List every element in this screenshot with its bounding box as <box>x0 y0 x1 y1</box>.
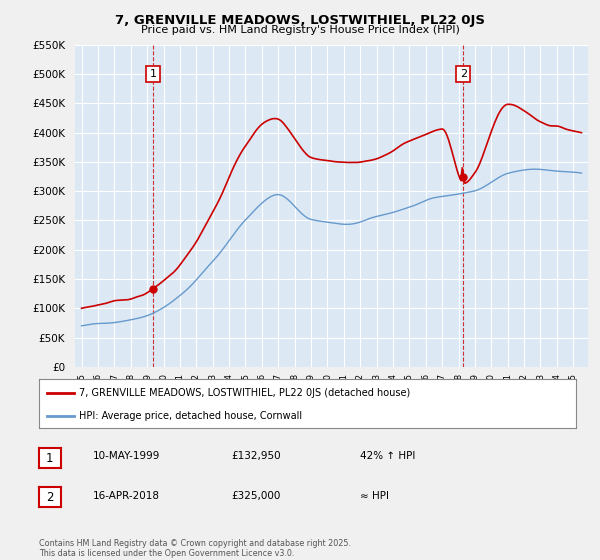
Text: HPI: Average price, detached house, Cornwall: HPI: Average price, detached house, Corn… <box>79 411 302 421</box>
Text: £325,000: £325,000 <box>231 491 280 501</box>
Text: ≈ HPI: ≈ HPI <box>360 491 389 501</box>
Text: 16-APR-2018: 16-APR-2018 <box>93 491 160 501</box>
Text: 2: 2 <box>46 491 53 504</box>
Text: 10-MAY-1999: 10-MAY-1999 <box>93 451 160 461</box>
Text: 7, GRENVILLE MEADOWS, LOSTWITHIEL, PL22 0JS (detached house): 7, GRENVILLE MEADOWS, LOSTWITHIEL, PL22 … <box>79 388 410 398</box>
Text: Price paid vs. HM Land Registry's House Price Index (HPI): Price paid vs. HM Land Registry's House … <box>140 25 460 35</box>
Text: 42% ↑ HPI: 42% ↑ HPI <box>360 451 415 461</box>
Text: £132,950: £132,950 <box>231 451 281 461</box>
Text: 7, GRENVILLE MEADOWS, LOSTWITHIEL, PL22 0JS: 7, GRENVILLE MEADOWS, LOSTWITHIEL, PL22 … <box>115 14 485 27</box>
Text: Contains HM Land Registry data © Crown copyright and database right 2025.
This d: Contains HM Land Registry data © Crown c… <box>39 539 351 558</box>
Text: 1: 1 <box>46 451 53 465</box>
Text: 2: 2 <box>460 69 467 79</box>
Text: 1: 1 <box>149 69 157 79</box>
